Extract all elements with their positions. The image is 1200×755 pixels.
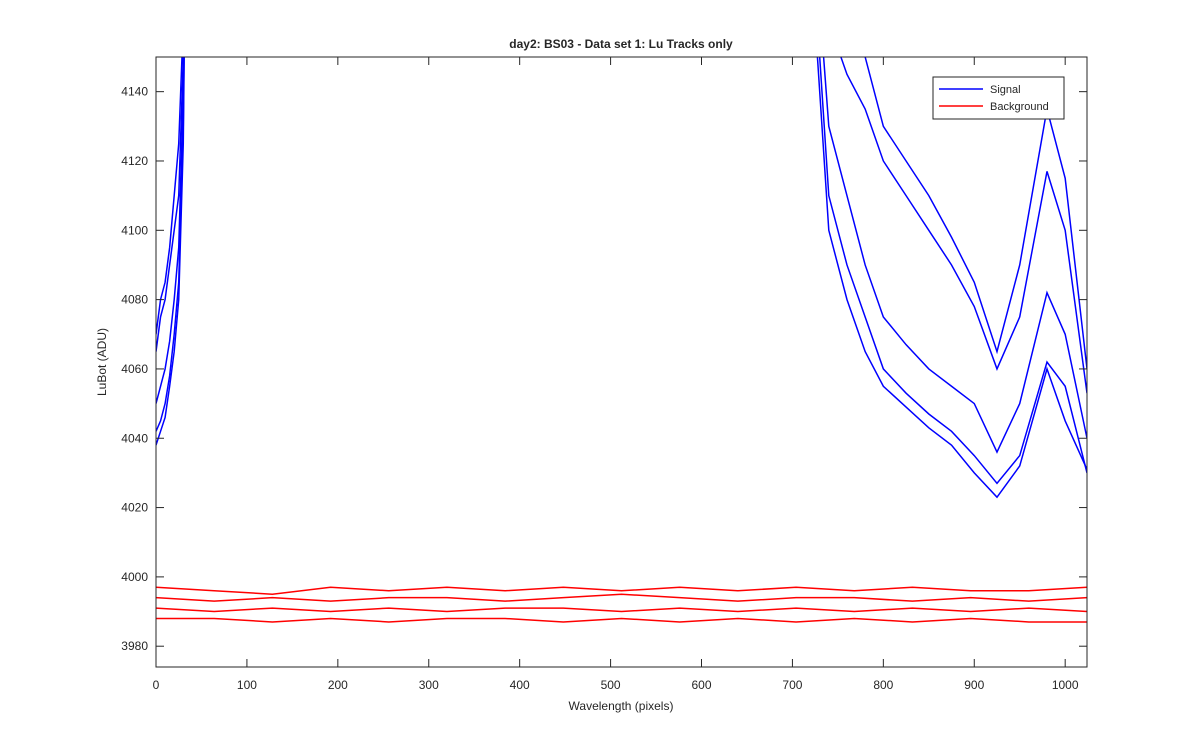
x-tick-label: 900 — [964, 678, 984, 692]
data-line — [156, 57, 1087, 454]
axes-box — [155, 56, 1088, 668]
y-tick-label: 3980 — [121, 639, 148, 653]
plot-area — [156, 57, 1087, 667]
y-tick-label: 4080 — [121, 293, 148, 307]
x-tick-label: 100 — [237, 678, 257, 692]
x-tick-label: 600 — [691, 678, 711, 692]
data-line — [156, 607, 1087, 613]
y-tick-label: 4000 — [121, 570, 148, 584]
data-line — [156, 57, 1087, 485]
data-line — [156, 57, 1087, 394]
data-line — [156, 586, 1087, 595]
x-tick-label: 1000 — [1052, 678, 1079, 692]
x-tick-label: 300 — [419, 678, 439, 692]
x-tick-label: 500 — [601, 678, 621, 692]
x-tick-label: 800 — [873, 678, 893, 692]
legend: Signal Background — [932, 76, 1065, 120]
data-line — [156, 593, 1087, 602]
data-line — [156, 57, 1087, 370]
x-axis-label: Wavelength (pixels) — [569, 699, 674, 713]
data-line — [156, 57, 1087, 499]
legend-label: Background — [990, 101, 1049, 113]
y-tick-label: 4140 — [121, 85, 148, 99]
y-tick-label: 4040 — [121, 431, 148, 445]
y-tick-label: 4120 — [121, 154, 148, 168]
x-tick-label: 200 — [328, 678, 348, 692]
chart-title: day2: BS03 - Data set 1: Lu Tracks only — [509, 37, 733, 51]
y-tick-label: 4020 — [121, 501, 148, 515]
x-tick-label: 700 — [782, 678, 802, 692]
y-tick-label: 4060 — [121, 362, 148, 376]
series-lines — [156, 57, 1087, 623]
legend-box — [932, 76, 1065, 120]
y-axis-label: LuBot (ADU) — [95, 328, 109, 396]
legend-label: Signal — [990, 84, 1021, 96]
x-tick-label: 0 — [153, 678, 160, 692]
y-tick-label: 4100 — [121, 223, 148, 237]
data-line — [156, 617, 1087, 623]
x-tick-label: 400 — [510, 678, 530, 692]
